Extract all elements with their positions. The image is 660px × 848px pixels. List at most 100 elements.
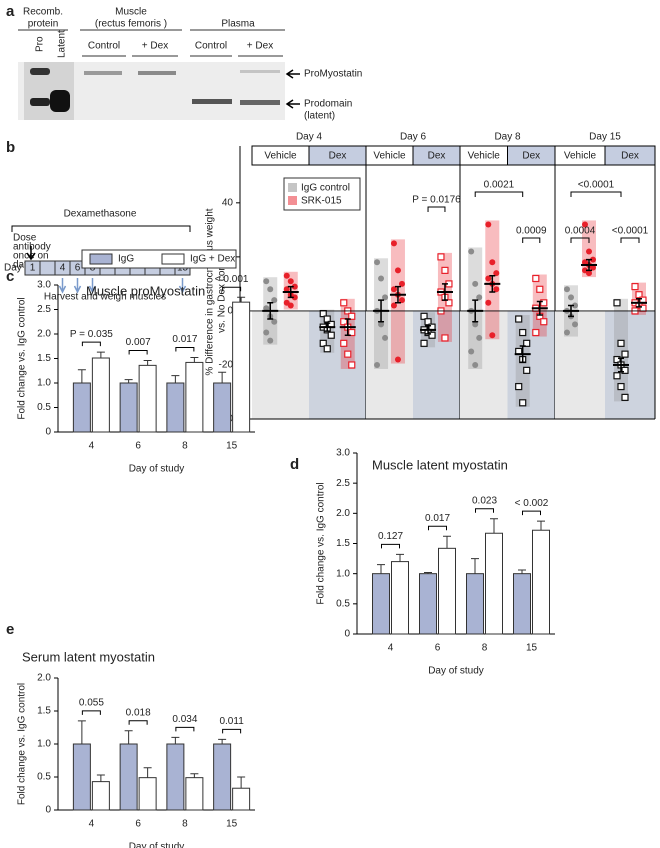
day-label: 6	[75, 263, 81, 274]
data-point	[472, 361, 479, 368]
data-point	[536, 285, 544, 293]
data-point	[621, 366, 629, 374]
data-point	[291, 283, 298, 290]
data-point	[420, 339, 428, 347]
error-bar	[96, 774, 105, 782]
significance-bracket	[522, 510, 541, 516]
p-value: 0.0004	[565, 226, 596, 237]
data-point	[572, 321, 578, 328]
data-point	[319, 339, 327, 347]
y-axis-label: % Difference in gastrocnemius weight	[205, 208, 216, 375]
significance-bracket	[175, 726, 195, 732]
bar	[466, 573, 484, 635]
p-value: 0.055	[79, 698, 104, 709]
facet-title: Day 4	[296, 132, 323, 143]
day-cell	[39, 260, 56, 276]
data-point	[590, 264, 596, 271]
error-bar	[519, 345, 526, 364]
p-value: 0.034	[172, 714, 197, 725]
significance-bracket	[427, 206, 446, 212]
error-bar	[518, 569, 526, 574]
data-point	[621, 393, 629, 401]
significance-bracket	[474, 191, 524, 197]
data-point	[472, 280, 479, 287]
facet-title: Day 6	[400, 132, 427, 143]
y-tick-label: 0.5	[336, 598, 350, 609]
p-value: 0.127	[378, 531, 403, 542]
data-point	[382, 294, 389, 301]
y-axis-label: Fold change vs. IgG control	[316, 482, 327, 604]
x-tick-label: 6	[135, 441, 141, 452]
data-point	[468, 348, 475, 355]
y-tick-label: 0.5	[37, 772, 51, 783]
error-bar	[636, 298, 642, 308]
bar	[232, 301, 251, 433]
vehicle-shade	[366, 310, 413, 419]
error-bar	[218, 738, 227, 744]
significance-bracket	[570, 237, 590, 243]
x-tick-label: 15	[526, 643, 538, 654]
facet-title: Day 15	[589, 132, 621, 143]
data-point	[485, 299, 492, 306]
error-bar	[396, 553, 404, 562]
legend-swatch	[161, 253, 185, 265]
data-point	[390, 302, 397, 309]
error-bar	[618, 357, 624, 373]
panel-label: b	[6, 139, 15, 156]
error-bar	[171, 375, 180, 383]
y-tick-label: 2.0	[37, 673, 51, 684]
data-point	[348, 312, 356, 320]
error-bar	[77, 720, 86, 744]
data-point	[340, 299, 348, 307]
error-bar	[394, 285, 401, 304]
significance-bracket	[128, 720, 148, 725]
y-tick-label: 1.0	[37, 378, 51, 389]
p-value: <0.0001	[578, 180, 615, 191]
legend-label: IgG + Dex	[190, 254, 235, 265]
error-bar	[190, 357, 199, 363]
day-label: 1	[30, 263, 36, 274]
panel-label: a	[6, 3, 15, 20]
significance-bracket	[381, 543, 400, 549]
data-point	[617, 382, 625, 391]
error-bar	[143, 767, 152, 778]
panel-label: c	[6, 268, 14, 285]
significance-bracket	[475, 508, 494, 513]
data-point	[519, 328, 527, 337]
bar	[438, 547, 456, 635]
x-tick-label: 4	[89, 819, 95, 830]
data-point	[394, 356, 401, 363]
group-label: Muscle	[115, 7, 147, 18]
data-point	[323, 315, 331, 323]
data-point	[613, 372, 621, 380]
y-tick-label: 0.5	[37, 402, 51, 413]
p-value: 0.0021	[484, 180, 515, 191]
band	[138, 71, 176, 75]
bar	[72, 382, 91, 433]
x-tick-label: 4	[89, 441, 95, 452]
data-point	[586, 270, 592, 277]
significance-bracket	[222, 286, 242, 292]
timeline-title: Dexamethasone	[64, 209, 137, 220]
data-point	[485, 221, 492, 228]
data-point	[568, 294, 574, 301]
condition-label: Vehicle	[264, 151, 297, 162]
bar	[72, 743, 91, 811]
p-value: P = 0.035	[70, 329, 113, 340]
x-axis-label: Day of study	[428, 666, 484, 677]
arrow	[285, 99, 300, 109]
data-point	[489, 259, 496, 266]
harvest-arrow	[178, 278, 187, 294]
bar	[419, 573, 437, 635]
facet-title: Day 8	[494, 132, 521, 143]
data-point	[267, 337, 274, 344]
vehicle-shade	[555, 310, 605, 419]
vehicle-shade	[460, 310, 508, 419]
data-point	[271, 318, 278, 325]
y-tick-label: 1.5	[37, 706, 51, 717]
bar	[138, 364, 157, 433]
error-bar	[190, 773, 199, 778]
data-point	[271, 297, 278, 304]
error-bar	[218, 371, 227, 383]
data-point	[437, 253, 445, 261]
